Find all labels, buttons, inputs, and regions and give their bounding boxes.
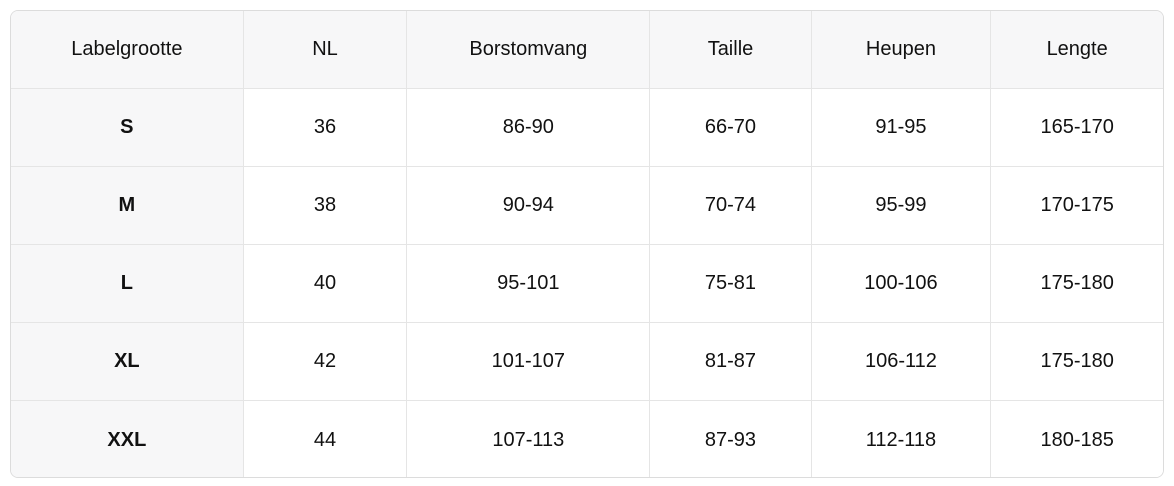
column-header-label: Labelgrootte — [11, 11, 244, 89]
size-label-cell: XL — [11, 323, 244, 401]
value-cell-waist: 70-74 — [650, 167, 812, 245]
value-cell-nl: 40 — [243, 245, 408, 323]
value-cell-length: 165-170 — [991, 89, 1163, 167]
column-header-hips: Heupen — [811, 11, 992, 89]
table-row-m: M 38 90-94 70-74 95-99 170-175 — [11, 167, 1163, 245]
table-row-xl: XL 42 101-107 81-87 106-112 175-180 — [11, 323, 1163, 401]
size-label-cell: L — [11, 245, 244, 323]
value-cell-nl: 36 — [243, 89, 408, 167]
value-cell-waist: 81-87 — [650, 323, 812, 401]
table-row-xxl: XXL 44 107-113 87-93 112-118 180-185 — [11, 401, 1163, 477]
value-cell-hips: 106-112 — [811, 323, 992, 401]
value-cell-hips: 112-118 — [811, 401, 992, 477]
value-cell-waist: 75-81 — [650, 245, 812, 323]
value-cell-hips: 100-106 — [811, 245, 992, 323]
value-cell-nl: 44 — [243, 401, 408, 477]
value-cell-length: 170-175 — [991, 167, 1163, 245]
size-chart-container: Labelgrootte NL Borstomvang Taille Heupen Len… — [10, 10, 1164, 478]
table-row-l: L 40 95-101 75-81 100-106 175-180 — [11, 245, 1163, 323]
value-cell-nl: 42 — [243, 323, 408, 401]
table-row-s: S 36 86-90 66-70 91-95 165-170 — [11, 89, 1163, 167]
column-header-chest: Borstomvang — [407, 11, 651, 89]
size-label-cell: XXL — [11, 401, 244, 477]
header-row: Labelgrootte NL Borstomvang Taille Heupen Len… — [11, 11, 1163, 89]
column-header-length: Lengte — [991, 11, 1163, 89]
value-cell-chest: 86-90 — [407, 89, 651, 167]
column-header-waist: Taille — [650, 11, 812, 89]
size-chart-table: Labelgrootte NL Borstomvang Taille Heupen Len… — [11, 11, 1163, 477]
value-cell-waist: 87-93 — [650, 401, 812, 477]
value-cell-length: 175-180 — [991, 323, 1163, 401]
value-cell-chest: 101-107 — [407, 323, 651, 401]
value-cell-nl: 38 — [243, 167, 408, 245]
table-header: Labelgrootte NL Borstomvang Taille Heupen Len… — [11, 11, 1163, 89]
value-cell-waist: 66-70 — [650, 89, 812, 167]
table-body: S 36 86-90 66-70 91-95 165-170 M 38 90-94 70-74 95… — [11, 89, 1163, 477]
value-cell-chest: 107-113 — [407, 401, 651, 477]
value-cell-chest: 95-101 — [407, 245, 651, 323]
value-cell-length: 175-180 — [991, 245, 1163, 323]
column-header-nl: NL — [243, 11, 408, 89]
value-cell-length: 180-185 — [991, 401, 1163, 477]
size-label-cell: S — [11, 89, 244, 167]
size-label-cell: M — [11, 167, 244, 245]
value-cell-hips: 91-95 — [811, 89, 992, 167]
value-cell-hips: 95-99 — [811, 167, 992, 245]
value-cell-chest: 90-94 — [407, 167, 651, 245]
